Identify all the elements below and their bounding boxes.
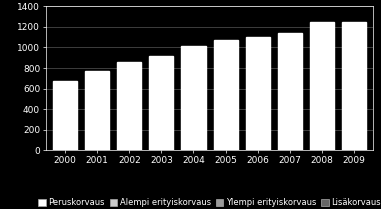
Bar [181, 46, 205, 150]
Bar [53, 82, 77, 150]
Bar [117, 62, 141, 150]
Bar [310, 22, 334, 150]
Bar [149, 56, 173, 150]
Bar [278, 33, 302, 150]
Bar [342, 22, 366, 150]
Bar [214, 40, 238, 150]
Legend: Peruskorvaus, Alempi erityiskorvaus, Ylempi erityiskorvaus, Lisäkorvaus: Peruskorvaus, Alempi erityiskorvaus, Yle… [35, 195, 381, 209]
Bar [246, 37, 270, 150]
Bar [85, 71, 109, 150]
